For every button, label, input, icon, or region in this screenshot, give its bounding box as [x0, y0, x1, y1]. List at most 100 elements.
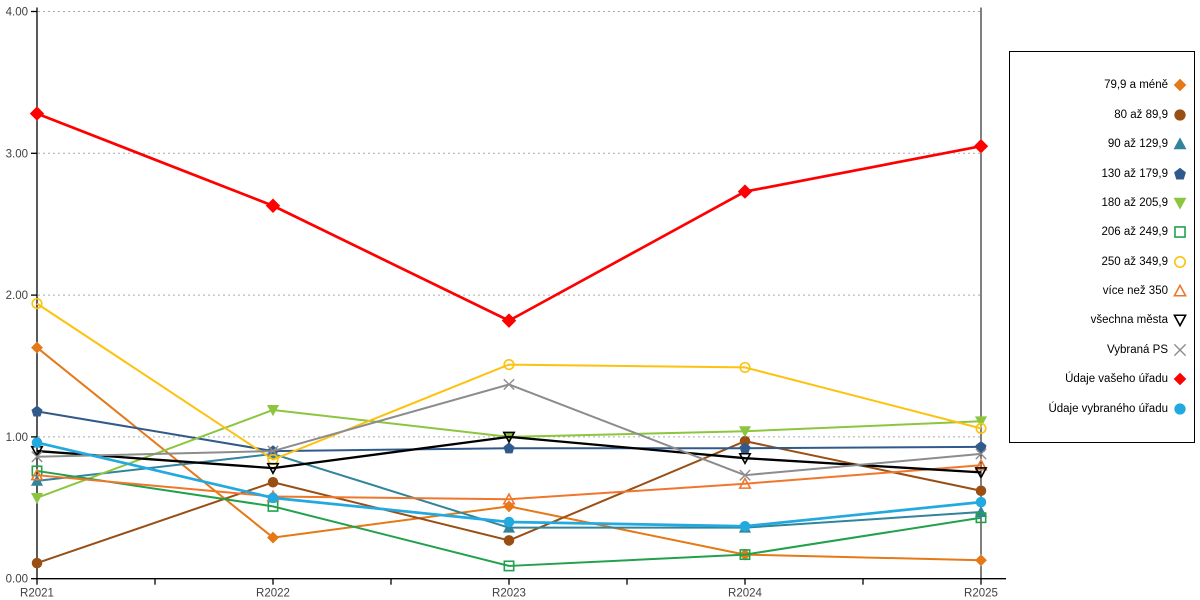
data-point-marker	[267, 445, 279, 457]
legend-item-7: 250 až 349,9	[1010, 247, 1194, 276]
legend-item-5: 180 až 205,9	[1010, 188, 1194, 217]
data-point-marker	[31, 557, 43, 569]
legend-item-label: 79,9 a méně	[1104, 79, 1168, 92]
data-point-marker	[267, 492, 279, 504]
legend-item-12: Údaje vybraného úřadu	[1010, 394, 1194, 423]
legend-item-label: Vybraná PS	[1107, 343, 1168, 356]
legend-triangle-down-icon	[1173, 197, 1187, 210]
legend-triangle-down-icon	[1173, 314, 1187, 328]
legend-item-label: 250 až 349,9	[1101, 255, 1168, 268]
data-point-marker	[503, 516, 515, 528]
legend-item-label: všechna města	[1090, 314, 1168, 327]
x-axis-tick-label: R2025	[964, 588, 998, 600]
data-point-marker	[739, 361, 751, 374]
legend-circle-icon	[1174, 109, 1186, 121]
data-point-marker	[973, 139, 989, 154]
data-point-marker	[30, 474, 44, 486]
legend-diamond-icon	[1173, 79, 1187, 92]
legend-item-label: 90 až 129,9	[1107, 138, 1168, 151]
legend-triangle-up-icon	[1173, 284, 1187, 297]
legend-pentagon-icon	[1174, 167, 1186, 180]
data-point-marker	[503, 358, 515, 371]
legend-item-2: 80 až 89,9	[1010, 100, 1194, 129]
legend-item-label: 206 až 249,9	[1101, 226, 1168, 239]
data-point-marker	[31, 405, 43, 417]
data-point-marker	[31, 451, 43, 463]
data-point-marker	[975, 554, 987, 567]
data-point-marker	[31, 298, 43, 310]
y-axis-tick-label: 1.00	[6, 432, 28, 444]
data-point-marker	[502, 431, 516, 444]
data-point-marker	[30, 492, 44, 505]
legend-item-4: 130 až 179,9	[1010, 159, 1194, 188]
data-point-marker	[975, 448, 987, 460]
y-axis-tick-label: 4.00	[6, 7, 28, 19]
data-point-marker	[975, 496, 987, 508]
x-axis-tick-label: R2022	[256, 588, 290, 600]
legend-item-label: Údaje vybraného úřadu	[1048, 402, 1168, 415]
data-point-marker	[31, 437, 43, 448]
legend-triangle-up-icon	[1173, 137, 1187, 150]
data-point-marker	[974, 467, 988, 480]
data-point-marker	[974, 505, 988, 517]
data-point-marker	[975, 485, 987, 497]
legend-item-label: 130 až 179,9	[1101, 167, 1168, 180]
x-axis-tick-label: R2023	[492, 588, 526, 600]
legend-diamond-icon	[1173, 372, 1187, 386]
data-point-marker	[975, 512, 987, 524]
y-axis-tick-label: 3.00	[6, 148, 28, 160]
data-point-marker	[503, 500, 515, 513]
data-point-marker	[738, 426, 752, 438]
legend-circle-icon	[1174, 402, 1186, 415]
legend-item-label: 180 až 205,9	[1101, 196, 1168, 209]
legend-item-label: 80 až 89,9	[1114, 108, 1168, 121]
legend-item-8: více než 350	[1010, 276, 1194, 305]
data-point-marker	[974, 416, 988, 428]
data-point-marker	[503, 535, 515, 546]
legend: 79,9 a méně 80 až 89,9 90 až 129,9 130 až 1…	[1009, 51, 1195, 443]
data-point-marker	[739, 549, 751, 561]
legend-item-10: Vybraná PS	[1010, 335, 1194, 364]
data-point-marker	[503, 560, 515, 572]
legend-square-icon	[1174, 226, 1186, 239]
legend-item-3: 90 až 129,9	[1010, 129, 1194, 158]
series-line-9	[36, 435, 982, 474]
x-axis-tick-label: R2021	[20, 588, 54, 600]
series-line-11	[36, 112, 982, 322]
y-axis-tick-label: 2.00	[6, 290, 28, 302]
data-point-marker	[975, 422, 987, 434]
legend-item-1: 79,9 a méně	[1010, 71, 1194, 100]
data-point-marker	[501, 313, 517, 328]
legend-item-11: Údaje vašeho úřadu	[1010, 365, 1194, 394]
series-line-6	[36, 469, 982, 567]
data-point-marker	[738, 452, 752, 466]
legend-x-icon	[1173, 343, 1187, 356]
data-point-marker	[502, 492, 516, 505]
data-point-marker	[265, 198, 281, 213]
data-point-marker	[737, 184, 753, 199]
data-point-marker	[29, 106, 45, 121]
legend-item-label: Údaje vašeho úřadu	[1065, 373, 1168, 386]
data-point-marker	[739, 442, 751, 454]
legend-item-label: více než 350	[1102, 285, 1168, 298]
data-point-marker	[738, 476, 752, 489]
data-point-marker	[267, 531, 279, 544]
data-point-marker	[739, 469, 751, 481]
data-point-marker	[974, 458, 988, 471]
y-axis-tick-label: 0.00	[6, 574, 28, 586]
data-point-marker	[266, 405, 280, 417]
data-point-marker	[975, 440, 987, 453]
data-point-marker	[31, 341, 43, 354]
series-line-8	[36, 464, 982, 501]
data-point-marker	[266, 462, 280, 475]
x-axis-tick-label: R2024	[728, 588, 762, 600]
data-point-marker	[30, 468, 44, 481]
data-point-marker	[503, 378, 515, 391]
data-point-marker	[267, 476, 279, 488]
data-point-marker	[503, 442, 515, 454]
series-line-7	[36, 302, 982, 461]
data-point-marker	[739, 520, 751, 532]
legend-item-6: 206 až 249,9	[1010, 218, 1194, 247]
